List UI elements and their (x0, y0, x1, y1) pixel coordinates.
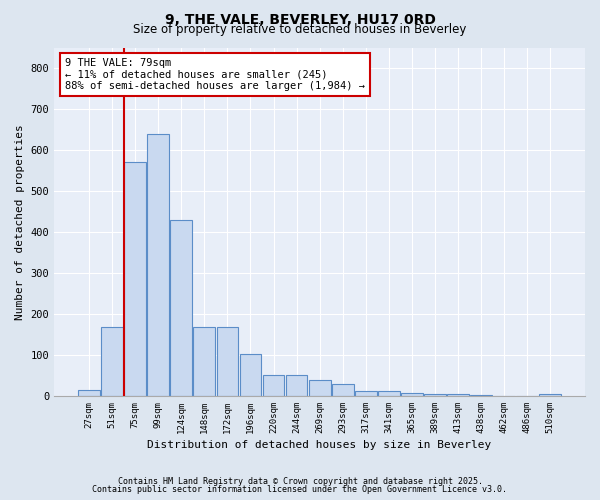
Bar (447, 394, 469, 396)
Bar (239, 354, 262, 396)
Bar (470, 394, 492, 396)
Text: Contains public sector information licensed under the Open Government Licence v3: Contains public sector information licen… (92, 485, 508, 494)
Bar (308, 380, 331, 396)
Bar (424, 394, 446, 396)
Bar (101, 327, 123, 396)
Bar (148, 134, 169, 396)
Bar (193, 327, 215, 396)
Text: 9, THE VALE, BEVERLEY, HU17 0RD: 9, THE VALE, BEVERLEY, HU17 0RD (164, 12, 436, 26)
Bar (355, 392, 377, 396)
X-axis label: Distribution of detached houses by size in Beverley: Distribution of detached houses by size … (148, 440, 492, 450)
Bar (401, 393, 422, 396)
Bar (124, 162, 146, 396)
Bar (170, 220, 193, 396)
Bar (78, 390, 100, 396)
Bar (286, 374, 307, 396)
Y-axis label: Number of detached properties: Number of detached properties (15, 124, 25, 320)
Bar (217, 327, 238, 396)
Bar (378, 392, 400, 396)
Text: Contains HM Land Registry data © Crown copyright and database right 2025.: Contains HM Land Registry data © Crown c… (118, 477, 482, 486)
Text: Size of property relative to detached houses in Beverley: Size of property relative to detached ho… (133, 24, 467, 36)
Bar (539, 394, 561, 396)
Bar (332, 384, 353, 396)
Bar (263, 374, 284, 396)
Text: 9 THE VALE: 79sqm
← 11% of detached houses are smaller (245)
88% of semi-detache: 9 THE VALE: 79sqm ← 11% of detached hous… (65, 58, 365, 91)
